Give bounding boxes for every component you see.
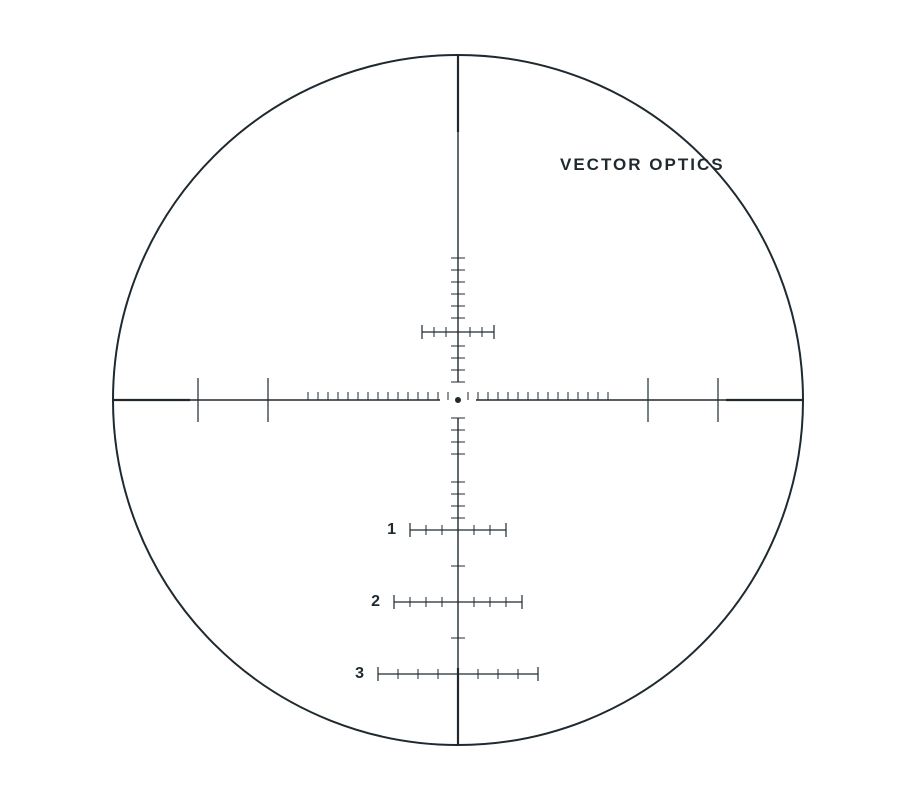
windage-label-3: 3 xyxy=(355,665,364,683)
brand-text-a: VECTOR xyxy=(560,155,643,174)
reticle-svg xyxy=(0,0,917,810)
brand-logo: VECTOR OPTICS xyxy=(560,155,725,175)
windage-label-1: 1 xyxy=(387,521,396,539)
reticle-canvas: VECTOR OPTICS 1 2 3 xyxy=(0,0,917,810)
windage-label-2: 2 xyxy=(371,593,380,611)
brand-text-b: OPTICS xyxy=(649,155,724,174)
